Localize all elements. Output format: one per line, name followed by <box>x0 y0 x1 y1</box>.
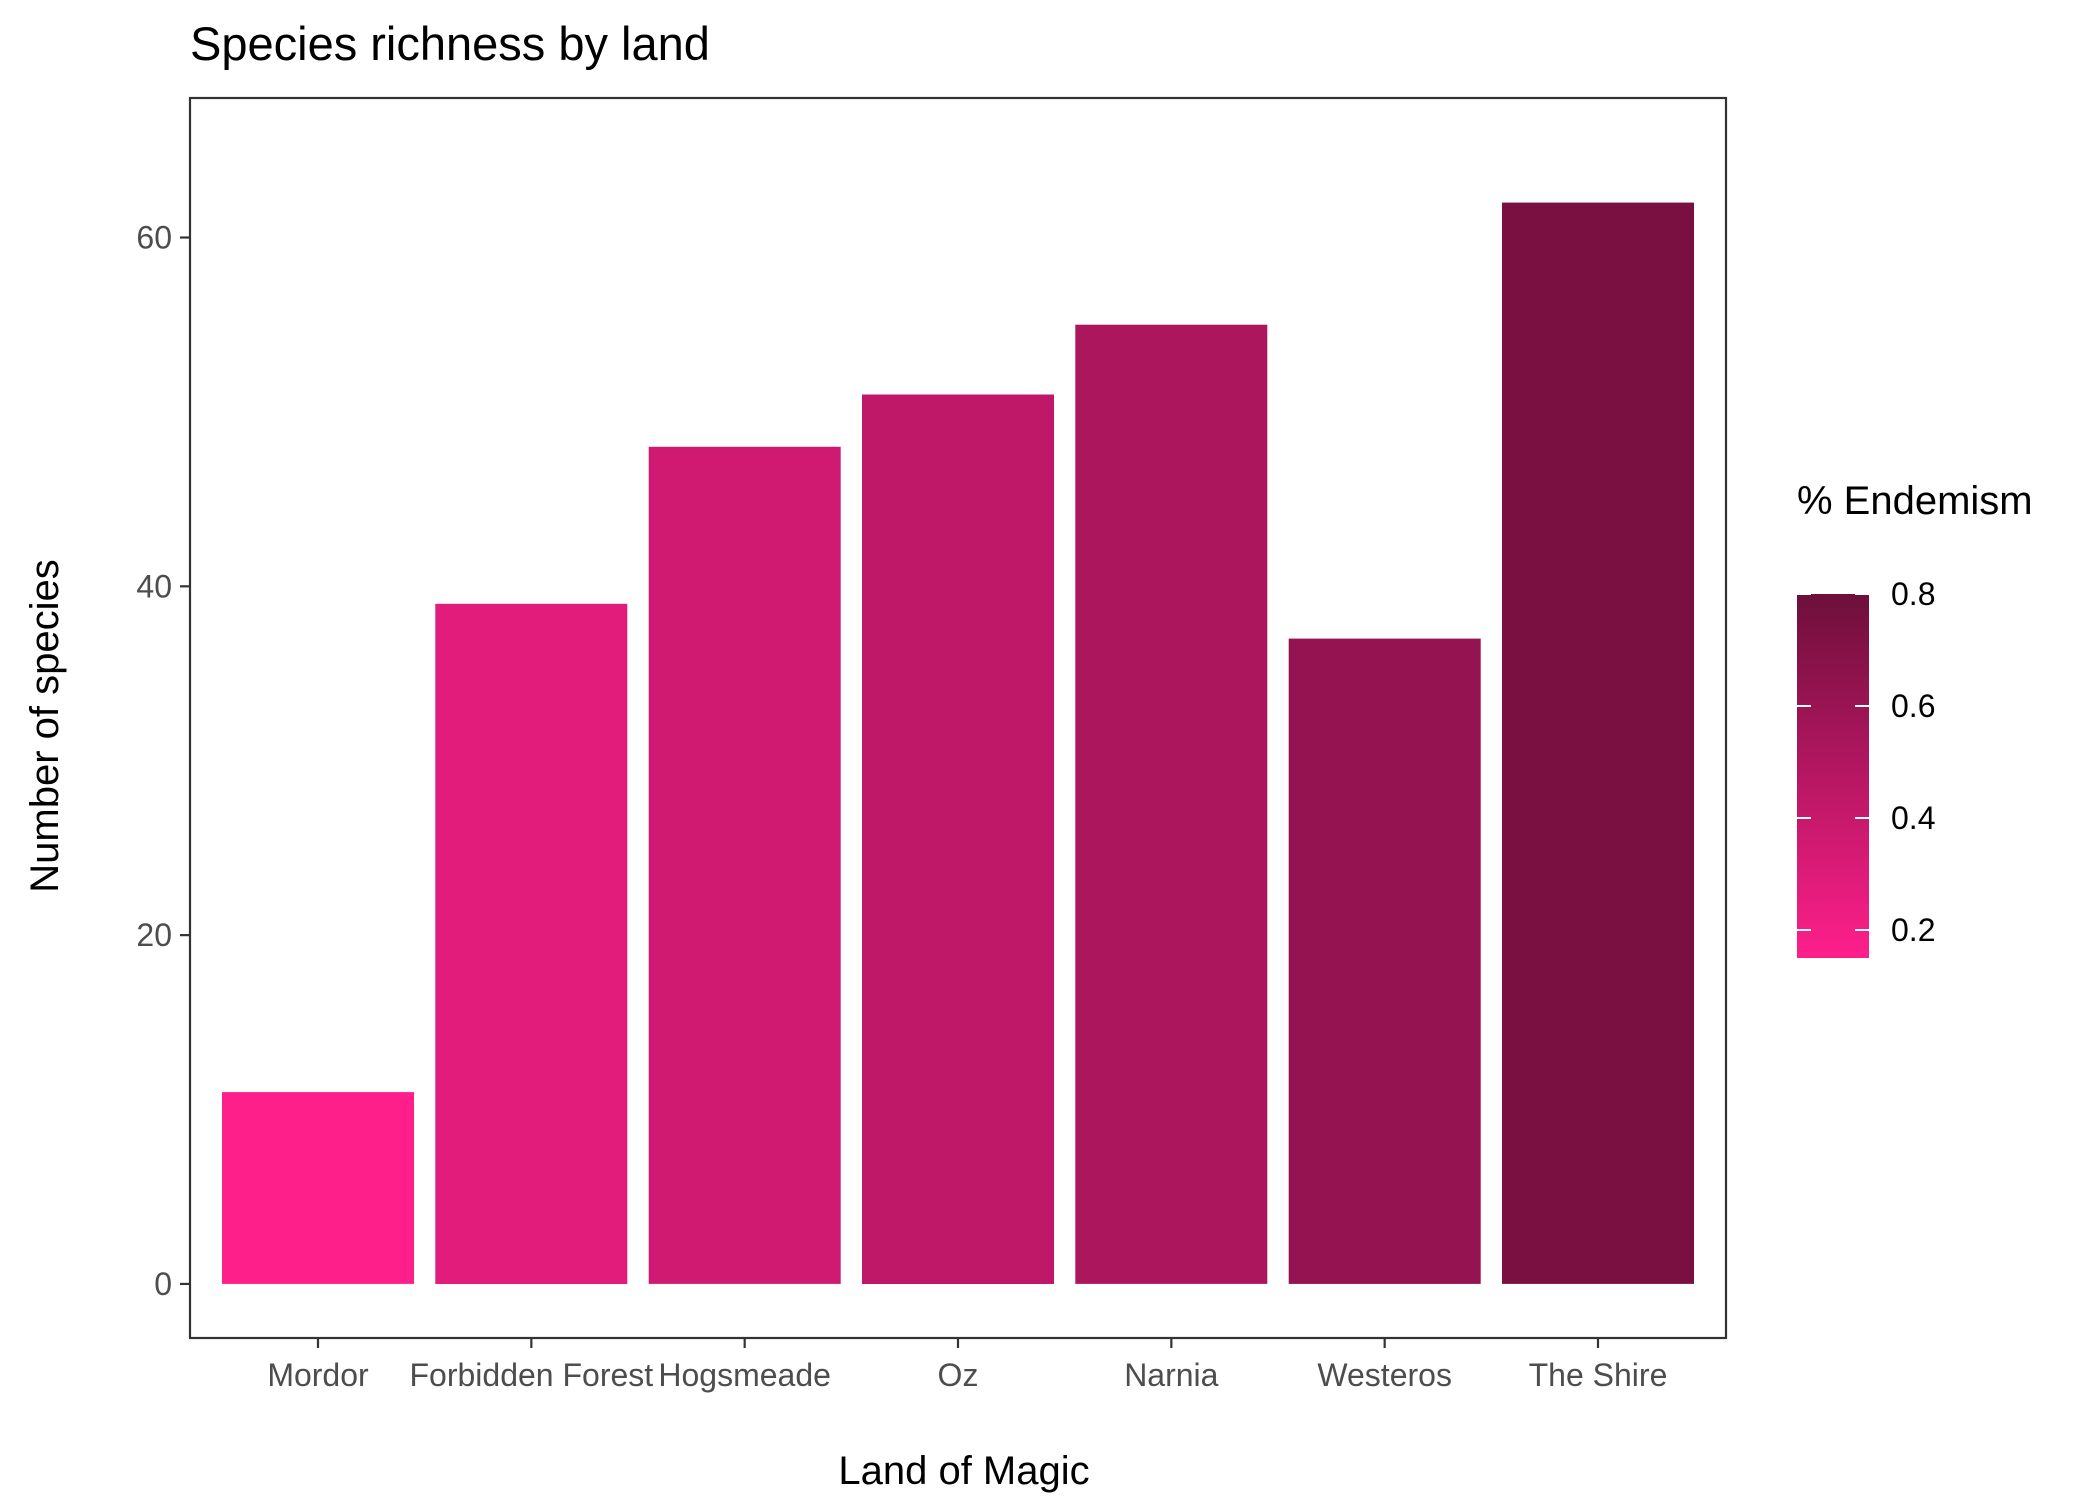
x-tick-label-forbidden-forest: Forbidden Forest <box>409 1357 653 1393</box>
bar-mordor <box>222 1092 414 1284</box>
x-tick-label-westeros: Westeros <box>1317 1357 1452 1393</box>
x-tick-label-oz: Oz <box>938 1357 979 1393</box>
x-tick-label-the-shire: The Shire <box>1529 1357 1668 1393</box>
bar-oz <box>862 394 1054 1284</box>
legend-tick-label: 0.8 <box>1891 576 1935 612</box>
bar-westeros <box>1288 638 1481 1284</box>
chart-title: Species richness by land <box>190 17 710 70</box>
legend: % Endemism 0.2 0.4 0.6 0.8 <box>1797 479 2033 958</box>
y-tick-label-0: 0 <box>154 1266 172 1302</box>
legend-title: % Endemism <box>1797 479 2033 523</box>
bar-the-shire <box>1502 202 1694 1284</box>
y-tick-label-60: 60 <box>136 220 172 256</box>
y-tick-label-20: 20 <box>136 917 172 953</box>
panel-border <box>188 96 1728 1340</box>
x-tick-label-hogsmeade: Hogsmeade <box>658 1357 831 1393</box>
x-tick-label-narnia: Narnia <box>1124 1357 1218 1393</box>
bar-forbidden-forest <box>435 603 628 1284</box>
x-tick-label-mordor: Mordor <box>267 1357 369 1393</box>
bar-narnia <box>1075 324 1268 1284</box>
legend-tick-label: 0.6 <box>1891 688 1935 724</box>
legend-colorbar <box>1797 594 1869 958</box>
bar-hogsmeade <box>648 446 841 1284</box>
x-axis-title: Land of Magic <box>838 1449 1089 1493</box>
y-axis-title: Number of species <box>23 559 67 892</box>
y-tick-label-40: 40 <box>136 568 172 604</box>
plot-area: Mordor Forbidden Forest Hogsmeade Oz Narnia W… <box>136 96 1728 1393</box>
legend-tick-label: 0.2 <box>1891 912 1935 948</box>
legend-tick-label: 0.4 <box>1891 800 1935 836</box>
